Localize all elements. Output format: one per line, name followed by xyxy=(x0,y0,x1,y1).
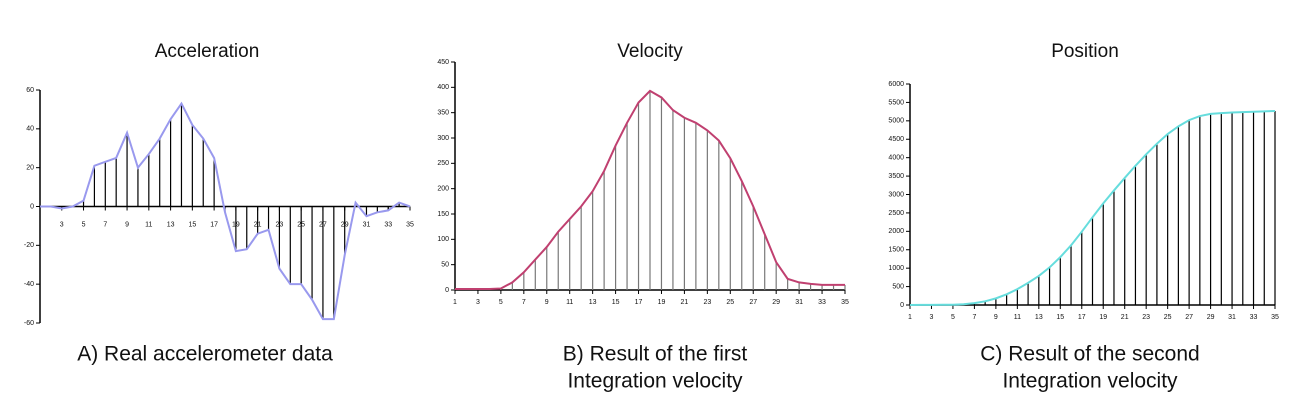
x-tick-label: 35 xyxy=(1271,314,1279,321)
y-tick-label: -40 xyxy=(24,281,34,288)
y-tick-label: 0 xyxy=(30,203,34,210)
x-tick-label: 15 xyxy=(1056,314,1064,321)
x-tick-label: 5 xyxy=(499,299,503,306)
y-tick-label: 4000 xyxy=(888,155,904,162)
x-tick-label: 17 xyxy=(635,299,643,306)
y-tick-label: 400 xyxy=(437,84,449,91)
x-tick-label: 1 xyxy=(453,299,457,306)
x-tick-label: 13 xyxy=(1035,314,1043,321)
y-tick-label: 50 xyxy=(441,262,449,269)
y-tick-label: 0 xyxy=(445,287,449,294)
y-tick-label: 20 xyxy=(26,165,34,172)
y-tick-label: 40 xyxy=(26,126,34,133)
chart-title: Acceleration xyxy=(155,41,260,62)
x-tick-label: 21 xyxy=(681,299,689,306)
x-tick-label: 3 xyxy=(60,221,64,228)
y-tick-label: 2000 xyxy=(888,228,904,235)
caption: A) Real accelerometer data xyxy=(77,343,333,366)
x-tick-label: 17 xyxy=(210,221,218,228)
x-tick-label: 13 xyxy=(167,221,175,228)
caption: B) Result of the first xyxy=(563,343,748,366)
x-tick-label: 19 xyxy=(658,299,666,306)
x-tick-label: 3 xyxy=(930,314,934,321)
x-tick-label: 7 xyxy=(522,299,526,306)
y-tick-label: 0 xyxy=(900,302,904,309)
x-tick-label: 35 xyxy=(841,299,849,306)
x-tick-label: 5 xyxy=(951,314,955,321)
x-tick-label: 33 xyxy=(818,299,826,306)
y-tick-label: 350 xyxy=(437,110,449,117)
data-line xyxy=(909,109,1276,306)
x-tick-label: 15 xyxy=(612,299,620,306)
x-tick-label: 27 xyxy=(1185,314,1193,321)
x-tick-label: 11 xyxy=(145,221,152,228)
x-tick-label: 21 xyxy=(1121,314,1129,321)
x-tick-label: 3 xyxy=(476,299,480,306)
x-tick-label: 31 xyxy=(363,221,371,228)
x-tick-label: 27 xyxy=(749,299,757,306)
caption: Integration velocity xyxy=(1002,370,1178,393)
x-tick-label: 5 xyxy=(82,221,86,228)
x-tick-label: 17 xyxy=(1078,314,1086,321)
x-tick-label: 9 xyxy=(545,299,549,306)
chart-title: Velocity xyxy=(617,41,683,62)
x-tick-label: 23 xyxy=(1142,314,1150,321)
x-tick-label: 7 xyxy=(103,221,107,228)
x-tick-label: 35 xyxy=(406,221,414,228)
data-line xyxy=(455,89,845,290)
y-tick-label: 4500 xyxy=(888,136,904,143)
x-tick-label: 31 xyxy=(1228,314,1236,321)
x-tick-label: 11 xyxy=(1014,314,1021,321)
y-tick-label: 3500 xyxy=(888,173,904,180)
y-tick-label: 500 xyxy=(892,283,904,290)
y-tick-label: 1500 xyxy=(888,247,904,254)
x-tick-label: 19 xyxy=(1099,314,1107,321)
y-tick-label: 3000 xyxy=(888,191,904,198)
y-tick-label: 5000 xyxy=(888,118,904,125)
y-tick-label: 200 xyxy=(437,186,449,193)
y-tick-label: -60 xyxy=(24,320,34,327)
x-tick-label: 15 xyxy=(188,221,196,228)
y-tick-label: 60 xyxy=(26,87,34,94)
chart-title: Position xyxy=(1051,41,1119,62)
x-tick-label: 9 xyxy=(125,221,129,228)
x-tick-label: 29 xyxy=(1207,314,1215,321)
x-tick-label: 29 xyxy=(772,299,780,306)
y-tick-label: 100 xyxy=(437,236,449,243)
y-tick-label: 2500 xyxy=(888,210,904,217)
x-tick-label: 33 xyxy=(384,221,392,228)
y-tick-label: 250 xyxy=(437,160,449,167)
x-tick-label: 1 xyxy=(908,314,912,321)
x-tick-label: 9 xyxy=(994,314,998,321)
y-tick-label: 6000 xyxy=(888,81,904,88)
x-tick-label: 11 xyxy=(566,299,573,306)
data-line xyxy=(40,101,411,321)
x-tick-label: 7 xyxy=(972,314,976,321)
x-tick-label: 31 xyxy=(795,299,803,306)
y-tick-label: 150 xyxy=(437,211,449,218)
y-tick-label: 450 xyxy=(437,59,449,66)
x-tick-label: 25 xyxy=(1164,314,1172,321)
y-tick-label: 5500 xyxy=(888,99,904,106)
y-tick-label: 300 xyxy=(437,135,449,142)
y-tick-label: 1000 xyxy=(888,265,904,272)
caption: Integration velocity xyxy=(567,370,743,393)
y-tick-label: -20 xyxy=(24,242,34,249)
x-tick-label: 25 xyxy=(726,299,734,306)
x-tick-label: 13 xyxy=(589,299,597,306)
caption: C) Result of the second xyxy=(980,343,1199,366)
x-tick-label: 33 xyxy=(1250,314,1258,321)
x-tick-label: 23 xyxy=(703,299,711,306)
